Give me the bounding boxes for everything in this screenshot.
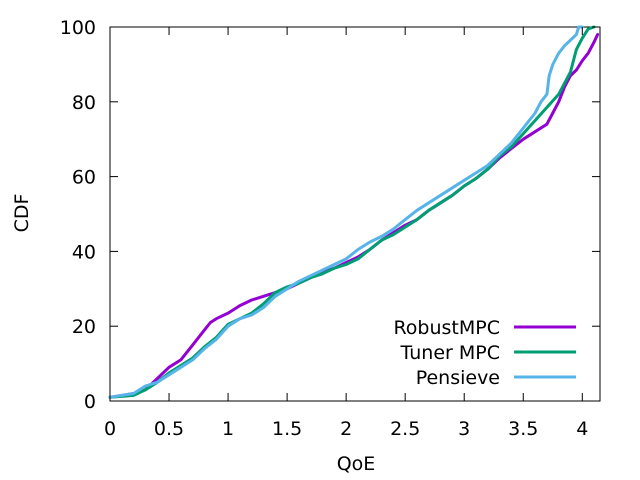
axes	[109, 26, 601, 402]
x-axis-title: QoE	[337, 453, 376, 475]
x-tick-label: 0.5	[154, 418, 184, 440]
x-tick-label: 4	[576, 418, 588, 440]
x-tick-label: 1	[222, 418, 234, 440]
x-tick-label: 3.5	[508, 418, 538, 440]
series-line-tuner-mpc	[108, 25, 596, 399]
y-tick-label: 60	[72, 167, 96, 189]
y-tick-label: 0	[84, 391, 96, 413]
legend-label: Tuner MPC	[400, 342, 500, 364]
series-line-robustmpc	[108, 33, 600, 399]
y-tick-label: 40	[72, 241, 96, 263]
y-tick-label: 100	[60, 17, 96, 39]
series-line-pensieve	[108, 25, 584, 399]
y-tick-label: 20	[72, 316, 96, 338]
series-layer	[108, 25, 600, 399]
legend: RobustMPC Tuner MPC Pensieve	[393, 317, 576, 389]
y-tick-label: 80	[72, 92, 96, 114]
x-tick-label: 1.5	[272, 418, 302, 440]
y-axis-title: CDF	[11, 194, 33, 233]
legend-label: RobustMPC	[393, 317, 500, 339]
x-tick-label: 3	[458, 418, 470, 440]
x-tick-label: 0	[104, 418, 116, 440]
x-tick-label: 2.5	[390, 418, 420, 440]
ticks-layer	[109, 26, 600, 402]
x-tick-label: 2	[340, 418, 352, 440]
plot-frame	[109, 26, 601, 402]
legend-label: Pensieve	[416, 367, 500, 389]
